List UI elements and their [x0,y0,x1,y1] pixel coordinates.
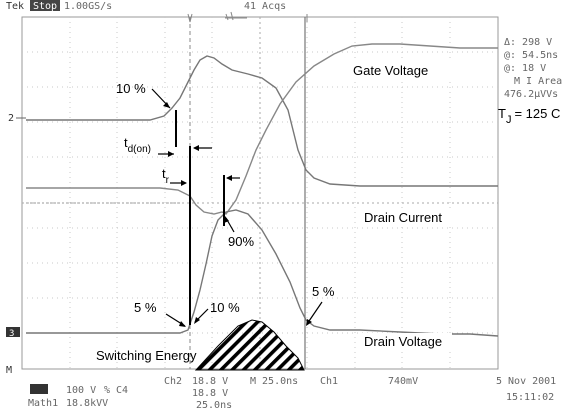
drain-voltage-label: Drain Voltage [364,334,442,349]
gate-voltage-label-bg [346,62,452,78]
temperature-label: TJ = 125 C [498,106,560,126]
ch3-scale: 100 V [66,385,96,396]
switching-energy-area [194,319,305,371]
gate-voltage-trace [26,55,498,187]
pct10-top-label: 10 % [116,81,146,96]
math1-scale: 18.8kVV [66,398,108,409]
pct90-label: 90% [228,234,254,249]
readout-at: @: 54.5ns [504,50,558,61]
drain-voltage-trace [26,209,499,337]
ch3-marker-label: 3 [9,329,14,339]
timebase: M 25.0ns [250,376,298,387]
acquisition-count: 41 Acqs [244,1,286,12]
trigger-position-marker [187,11,308,23]
ch2-footer-scale: 18.8 V [192,376,228,387]
brand-label: Tek [6,1,24,12]
c4-footer-scale: 18.8 V [192,388,228,399]
pct5-right-label: 5 % [312,284,335,299]
drain-current-label: Drain Current [364,210,442,225]
ch1-footer-label: Ch1 [320,376,338,387]
drain-current-trace [26,43,498,215]
readout-math-label: M I Area [514,76,562,87]
switching-energy-label: Switching Energy [96,348,197,363]
math1-label: Math1 [28,398,58,409]
date-label: 5 Nov 2001 [496,376,556,387]
mode-label: Stop [33,1,57,12]
time-scale: 25.0ns [196,400,232,411]
ch2-marker: 2 [8,113,14,124]
ch3-footer-badge [30,384,48,394]
pct10-bottom-label: 10 % [210,300,240,315]
run-stop-badge [30,0,60,11]
readout-delta: Δ: 298 V [504,37,552,48]
drain-current-label-bg [358,209,452,225]
tr-label: tr [162,166,170,186]
readout-math-value: 476.2μVVs [504,89,558,100]
pct5-left-label: 5 % [134,300,157,315]
trigger-level: 740mV [388,376,418,387]
graticule-grid [22,17,498,369]
ch4-scale: % C4 [104,385,128,396]
graticule-center-axes [22,17,498,369]
time-label: 15:11:02 [506,392,554,403]
ch3-marker [6,327,20,337]
drain-voltage-label-bg [358,333,452,349]
ch2-footer-label: Ch2 [164,376,182,387]
sample-rate: 1.00GS/s [64,1,112,12]
td-on-label: td(on) [124,135,151,155]
readout-ch-at: @: 18 V [504,63,546,74]
gate-voltage-label: Gate Voltage [353,63,428,78]
math-marker: M [6,365,12,376]
